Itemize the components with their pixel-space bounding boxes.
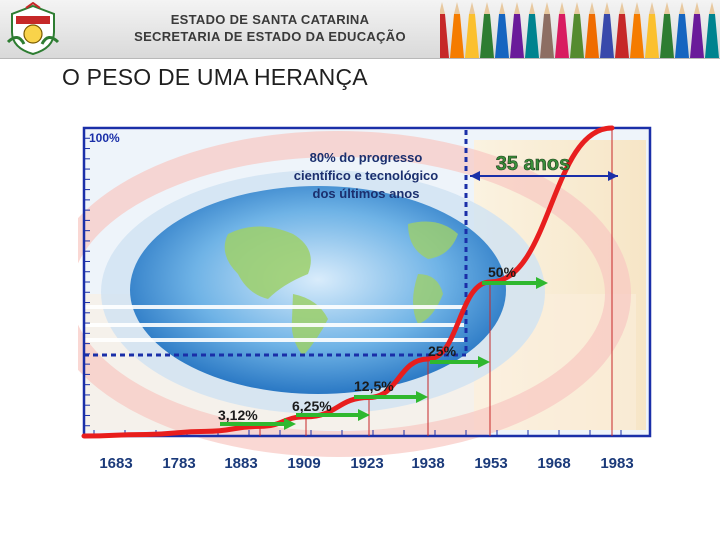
pencil-tip-icon bbox=[649, 2, 655, 14]
x-tick-label-1953: 1953 bbox=[474, 455, 507, 472]
pencil-icon bbox=[645, 14, 659, 58]
annotation-line-2: científico e tecnológico bbox=[294, 168, 439, 183]
x-tick-label-1783: 1783 bbox=[162, 455, 195, 472]
pencil-tip-icon bbox=[694, 2, 700, 14]
y-axis-top-label: 100% bbox=[89, 131, 120, 145]
value-labels: 3,12% 6,25% 12,5% 25% 50% bbox=[218, 264, 548, 430]
value-arrow-head-icon bbox=[416, 391, 428, 403]
pencil-icon bbox=[600, 14, 614, 58]
pencil-icon bbox=[510, 14, 524, 58]
pencil-icon bbox=[465, 14, 479, 58]
pencil-icon bbox=[660, 14, 674, 58]
pencil-tip-icon bbox=[604, 2, 610, 14]
value-arrow-head-icon bbox=[284, 418, 296, 430]
value-arrow-head-icon bbox=[358, 409, 370, 421]
pencil-tip-icon bbox=[619, 2, 625, 14]
pencil-icon bbox=[675, 14, 689, 58]
state-crest-icon bbox=[6, 2, 60, 56]
x-tick-label-1909: 1909 bbox=[287, 455, 320, 472]
span-indicator: 35 anos bbox=[470, 153, 618, 181]
growth-curve-line bbox=[81, 125, 615, 439]
value-arrow-head-icon bbox=[478, 356, 490, 368]
pencil-tip-icon bbox=[709, 2, 715, 14]
value-label-1938: 12,5% bbox=[354, 378, 394, 394]
value-arrow-head-icon bbox=[536, 277, 548, 289]
pencil-icon bbox=[585, 14, 599, 58]
colored-pencils-image bbox=[440, 2, 719, 58]
pencil-tip-icon bbox=[529, 2, 535, 14]
value-label-1968: 50% bbox=[488, 264, 517, 280]
pencil-icon bbox=[570, 14, 584, 58]
pencil-icon bbox=[615, 14, 629, 58]
pencil-icon bbox=[690, 14, 704, 58]
pencil-tip-icon bbox=[499, 2, 505, 14]
annotation-line-1: 80% do progresso bbox=[310, 150, 423, 165]
annotation-line-3: dos últimos anos bbox=[313, 186, 420, 201]
banner-department-name: SECRETARIA DE ESTADO DA EDUCAÇÃO bbox=[134, 29, 406, 44]
x-tick-label-1938: 1938 bbox=[411, 455, 444, 472]
pencil-icon bbox=[705, 14, 719, 58]
value-label-1909: 3,12% bbox=[218, 407, 258, 423]
header-banner: ESTADO DE SANTA CATARINA SECRETARIA DE E… bbox=[0, 0, 720, 59]
x-tick-label-1983: 1983 bbox=[600, 455, 633, 472]
pencil-tip-icon bbox=[544, 2, 550, 14]
pencil-tip-icon bbox=[574, 2, 580, 14]
value-label-1953: 25% bbox=[428, 343, 457, 359]
pencil-tip-icon bbox=[589, 2, 595, 14]
slide-title: O PESO DE UMA HERANÇA bbox=[62, 64, 368, 90]
x-tick-label-1923: 1923 bbox=[350, 455, 383, 472]
pencil-tip-icon bbox=[679, 2, 685, 14]
pencil-icon bbox=[540, 14, 554, 58]
pencil-tip-icon bbox=[469, 2, 475, 14]
point-drop-lines bbox=[259, 128, 613, 436]
x-tick-label-1683: 1683 bbox=[99, 455, 132, 472]
growth-chart: 100% 3,12% 6,25% 12,5% 25% 50% 80% do progre… bbox=[78, 125, 652, 472]
x-axis-ticks bbox=[93, 430, 622, 436]
y-axis-ticks bbox=[84, 137, 90, 427]
value-label-1923: 6,25% bbox=[292, 398, 332, 414]
pencil-icon bbox=[630, 14, 644, 58]
span-label: 35 anos bbox=[496, 153, 570, 175]
globe-background bbox=[78, 130, 650, 457]
pencil-icon bbox=[495, 14, 509, 58]
progress-annotation: 80% do progresso científico e tecnológic… bbox=[294, 150, 439, 201]
pencil-tip-icon bbox=[634, 2, 640, 14]
pencil-tip-icon bbox=[664, 2, 670, 14]
35-years-dashed-markers bbox=[84, 130, 468, 357]
pencil-icon bbox=[480, 14, 494, 58]
banner-state-name: ESTADO DE SANTA CATARINA bbox=[170, 12, 370, 27]
pencil-tip-icon bbox=[440, 2, 445, 14]
pencil-icon bbox=[525, 14, 539, 58]
pencil-tip-icon bbox=[454, 2, 460, 14]
pencil-tip-icon bbox=[559, 2, 565, 14]
pencil-icon bbox=[555, 14, 569, 58]
pencil-tip-icon bbox=[514, 2, 520, 14]
x-axis-tick-labels: 1683 1783 1883 1909 1923 1938 1953 1968 1983 bbox=[99, 455, 633, 472]
pencil-tip-icon bbox=[484, 2, 490, 14]
pencil-icon bbox=[440, 14, 449, 58]
pencil-icon bbox=[450, 14, 464, 58]
x-tick-label-1883: 1883 bbox=[224, 455, 257, 472]
x-tick-label-1968: 1968 bbox=[537, 455, 570, 472]
